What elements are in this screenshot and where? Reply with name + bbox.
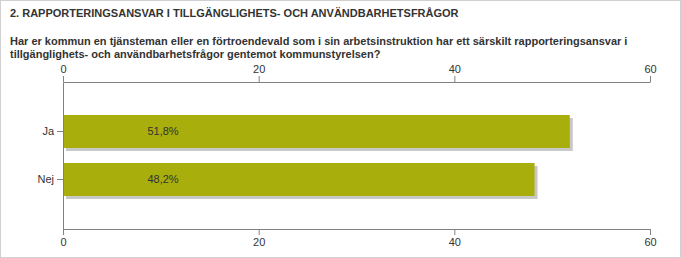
title: 2. RAPPORTERINGSANSVAR I TILLGÄNGLIGHETS… xyxy=(10,7,459,19)
background xyxy=(1,1,681,258)
tick-label: 0 xyxy=(60,236,66,248)
tick-mark xyxy=(57,131,63,132)
bar xyxy=(63,115,570,148)
tick-label: 20 xyxy=(253,236,265,248)
subtitle: Har er kommun en tjänsteman eller en för… xyxy=(10,35,627,60)
tick: 60 xyxy=(644,63,656,82)
data-label: 51,8% xyxy=(147,125,178,137)
tick: 40 xyxy=(449,63,461,82)
subtitle-line: tillgänglighets- och användbarhetsfrågor… xyxy=(10,48,381,60)
axis-line xyxy=(63,83,64,230)
tick-mark xyxy=(650,229,651,235)
tick-label: Ja xyxy=(42,125,55,137)
subtitle-line: Har er kommun en tjänsteman eller en för… xyxy=(10,35,627,47)
axis-line xyxy=(64,82,651,83)
tick-label: 60 xyxy=(644,236,656,248)
tick: Ja xyxy=(42,125,63,137)
x-axis-top: 0 20 40 60 xyxy=(60,63,656,83)
bars xyxy=(63,115,573,199)
chart: 2. RAPPORTERINGSANSVAR I TILLGÄNGLIGHETS… xyxy=(0,0,681,258)
tick-mark xyxy=(259,76,260,82)
tick-mark xyxy=(259,229,260,235)
x-axis-bottom: 0 20 40 60 xyxy=(60,229,656,248)
tick: 40 xyxy=(449,229,461,248)
axis-line xyxy=(64,229,651,230)
bar xyxy=(63,163,535,196)
tick-label: 40 xyxy=(449,236,461,248)
tick-label: 40 xyxy=(449,63,461,75)
tick-label: 20 xyxy=(253,63,265,75)
tick: 20 xyxy=(253,63,265,82)
tick-label: 0 xyxy=(60,63,66,75)
tick-label: 60 xyxy=(644,63,656,75)
tick: 0 xyxy=(60,229,66,248)
tick: Nej xyxy=(37,173,63,185)
tick-mark xyxy=(63,229,64,235)
tick-mark xyxy=(454,229,455,235)
tick-mark xyxy=(63,76,64,82)
tick-mark xyxy=(454,76,455,82)
y-axis: Ja Nej xyxy=(37,83,63,230)
tick: 60 xyxy=(644,229,656,248)
tick-mark xyxy=(57,179,63,180)
data-label: 48,2% xyxy=(147,173,178,185)
tick-label: Nej xyxy=(37,173,54,185)
tick: 20 xyxy=(253,229,265,248)
tick-mark xyxy=(650,76,651,82)
tick: 0 xyxy=(60,63,66,82)
